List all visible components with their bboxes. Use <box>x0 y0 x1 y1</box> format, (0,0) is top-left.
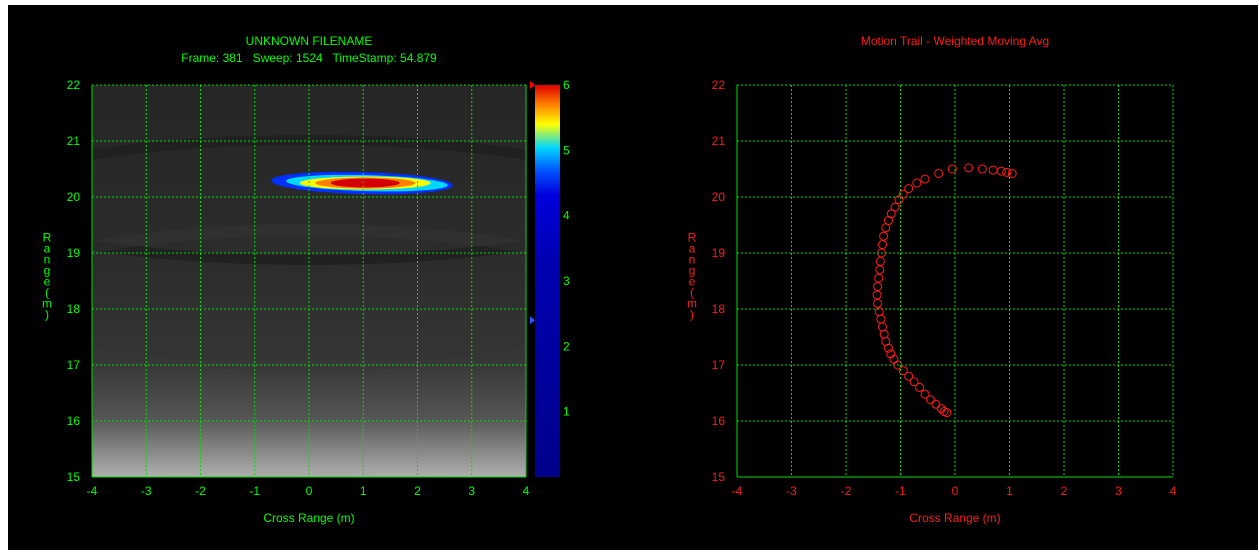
colorbar: 1 2 3 4 5 6 <box>530 78 570 477</box>
y-tick-label: 15 <box>712 470 726 484</box>
colorbar-tick-label: 1 <box>563 405 570 419</box>
x-tick-label: -4 <box>732 484 743 498</box>
y-tick-label: 21 <box>712 134 726 148</box>
trail-point <box>875 256 885 266</box>
colorbar-level-marker[interactable] <box>530 316 535 325</box>
plot-frame <box>91 84 527 478</box>
y-tick-label: 15 <box>67 470 81 484</box>
right-y-tick-labels: 15 16 17 18 19 20 21 22 <box>712 78 726 484</box>
hotspot-peak <box>330 178 400 188</box>
trail-point <box>878 240 888 250</box>
y-tick-label: 20 <box>712 190 726 204</box>
colorbar-max-marker <box>530 81 535 89</box>
y-tick-label: 22 <box>67 78 81 92</box>
trail-point <box>904 184 914 194</box>
trail-point <box>876 248 886 258</box>
trail-point <box>886 209 896 219</box>
colorbar-tick-label: 3 <box>563 274 570 288</box>
trail-point <box>898 366 908 376</box>
y-tick-label: 21 <box>67 134 81 148</box>
y-tick-label: 17 <box>67 358 81 372</box>
right-x-axis-label: Cross Range (m) <box>909 511 1000 525</box>
trail-point <box>874 273 884 283</box>
x-tick-label: -3 <box>141 484 152 498</box>
x-tick-label: 2 <box>414 484 421 498</box>
x-tick-label: 1 <box>1006 484 1013 498</box>
trail-point <box>1007 168 1017 178</box>
trail-point <box>925 395 935 405</box>
x-tick-label: -3 <box>786 484 797 498</box>
trail-point <box>934 168 944 178</box>
trail-point <box>1002 167 1012 177</box>
trail-point <box>977 164 987 174</box>
heatmap-clutter-band-1 <box>92 135 526 265</box>
trail-point <box>874 307 884 317</box>
trail-point <box>964 163 974 173</box>
trail-point <box>996 166 1006 176</box>
y-tick-label: 19 <box>67 246 81 260</box>
trail-point <box>898 189 908 199</box>
right-chart-title: Motion Trail - Weighted Moving Avg <box>861 34 1049 48</box>
x-tick-label: 0 <box>952 484 959 498</box>
y-tick-label: 17 <box>712 358 726 372</box>
x-tick-label: 4 <box>1170 484 1177 498</box>
y-tick-label: 16 <box>712 414 726 428</box>
y-tick-label: 18 <box>67 302 81 316</box>
plot-frame <box>736 84 1174 478</box>
colorbar-tick-label: 5 <box>563 143 570 157</box>
x-tick-label: 3 <box>1115 484 1122 498</box>
trail-point <box>886 349 896 359</box>
trail-point <box>879 231 889 241</box>
trail-point <box>936 404 946 414</box>
x-tick-label: -1 <box>895 484 906 498</box>
x-tick-label: 4 <box>523 484 530 498</box>
motion-trail-points <box>872 163 1017 418</box>
range-heatmap-chart: UNKNOWN FILENAME Frame: 381 Sweep: 1524 … <box>42 34 570 525</box>
trail-point <box>873 282 883 292</box>
colorbar-tick-label: 4 <box>563 209 570 223</box>
x-tick-label: 3 <box>468 484 475 498</box>
trail-point <box>915 382 925 392</box>
trail-point <box>939 406 949 416</box>
y-tick-label: 18 <box>712 302 726 316</box>
left-grid <box>91 84 527 478</box>
colorbar-gradient <box>535 85 560 477</box>
x-tick-label: 2 <box>1061 484 1068 498</box>
trail-point <box>909 377 919 387</box>
y-tick-label: 16 <box>67 414 81 428</box>
x-tick-label: -1 <box>249 484 260 498</box>
left-y-tick-labels: 15 16 17 18 19 20 21 22 <box>67 78 81 484</box>
heatmap-hotspot-layer <box>271 171 453 195</box>
x-tick-label: -2 <box>841 484 852 498</box>
x-tick-label: -4 <box>87 484 98 498</box>
colorbar-tick-labels: 1 2 3 4 5 6 <box>563 78 570 419</box>
trail-point <box>890 202 900 212</box>
right-x-tick-labels: -4 -3 -2 -1 0 1 2 3 4 <box>732 484 1177 498</box>
motion-trail-chart: Motion Trail - Weighted Moving Avg -4 -3-… <box>687 34 1177 525</box>
trail-point <box>904 371 914 381</box>
right-grid <box>736 84 1174 478</box>
trail-point <box>947 164 957 174</box>
x-tick-label: -2 <box>195 484 206 498</box>
left-x-axis-label: Cross Range (m) <box>263 511 354 525</box>
trail-point <box>920 174 930 184</box>
trail-point <box>931 399 941 409</box>
trail-point <box>920 389 930 399</box>
trail-point <box>894 195 904 205</box>
colorbar-tick-label: 6 <box>563 78 570 92</box>
y-tick-label: 19 <box>712 246 726 260</box>
trail-point <box>912 178 922 188</box>
left-chart-title: UNKNOWN FILENAME <box>246 34 373 48</box>
colorbar-tick-label: 2 <box>563 339 570 353</box>
x-tick-label: 0 <box>306 484 313 498</box>
x-tick-label: 1 <box>360 484 367 498</box>
y-tick-label: 20 <box>67 190 81 204</box>
y-tick-label: 22 <box>712 78 726 92</box>
left-chart-subtitle: Frame: 381 Sweep: 1524 TimeStamp: 54.879 <box>181 51 437 65</box>
left-x-tick-labels: -4 -3 -2 -1 0 1 2 3 4 <box>87 484 530 498</box>
